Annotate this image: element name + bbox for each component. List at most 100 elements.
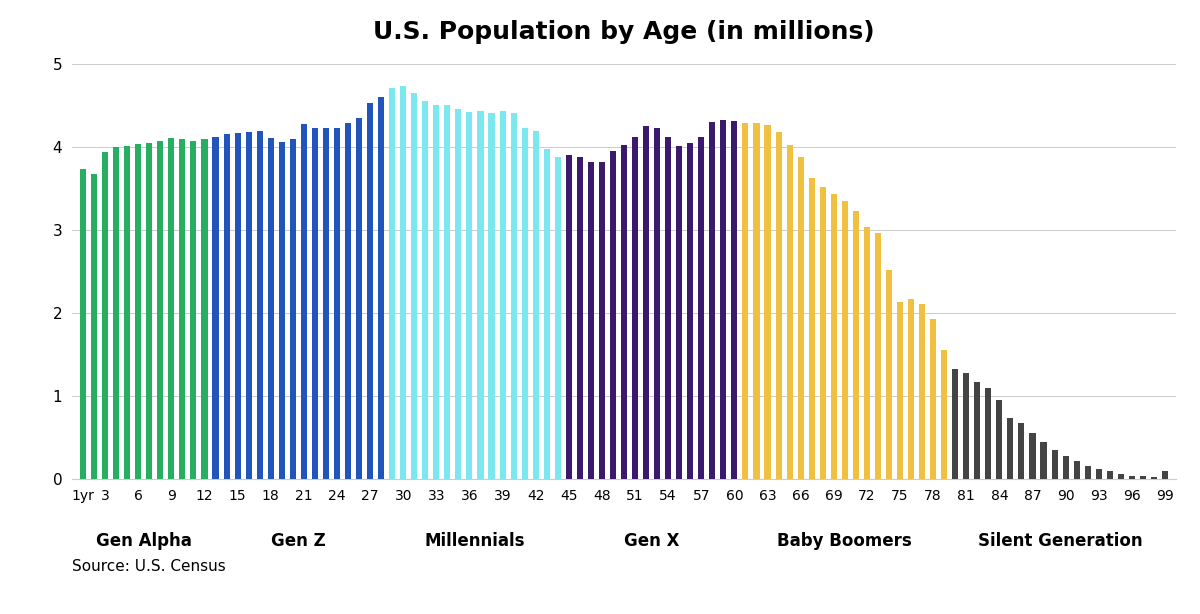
Bar	[544, 149, 550, 479]
Bar	[202, 139, 208, 479]
Text: Millennials: Millennials	[425, 532, 526, 550]
Bar	[665, 138, 671, 479]
Bar	[444, 105, 450, 479]
Bar	[676, 146, 683, 479]
Bar	[312, 128, 318, 479]
Bar	[941, 350, 947, 479]
Bar	[478, 111, 484, 479]
Bar	[522, 128, 528, 479]
Bar	[1129, 476, 1135, 479]
Bar	[632, 137, 638, 479]
Bar	[786, 145, 793, 479]
Bar	[775, 131, 781, 479]
Bar	[488, 112, 494, 479]
Bar	[577, 157, 583, 479]
Bar	[80, 169, 86, 479]
Bar	[467, 112, 473, 479]
Bar	[1085, 465, 1091, 479]
Bar	[433, 105, 439, 479]
Text: Baby Boomers: Baby Boomers	[778, 532, 912, 550]
Bar	[1151, 477, 1157, 479]
Bar	[908, 300, 914, 479]
Bar	[367, 103, 373, 479]
Bar	[289, 139, 296, 479]
Title: U.S. Population by Age (in millions): U.S. Population by Age (in millions)	[373, 20, 875, 44]
Bar	[853, 211, 859, 479]
Bar	[830, 194, 836, 479]
Bar	[301, 124, 307, 479]
Bar	[389, 88, 395, 479]
Bar	[191, 141, 197, 479]
Bar	[930, 319, 936, 479]
Bar	[499, 111, 505, 479]
Bar	[688, 143, 694, 479]
Bar	[455, 109, 462, 479]
Bar	[709, 122, 715, 479]
Bar	[654, 128, 660, 479]
Bar	[974, 382, 980, 479]
Bar	[886, 270, 892, 479]
Bar	[554, 157, 560, 479]
Bar	[136, 144, 142, 479]
Bar	[896, 302, 904, 479]
Bar	[731, 121, 738, 479]
Bar	[754, 123, 760, 479]
Bar	[610, 151, 616, 479]
Bar	[234, 133, 241, 479]
Bar	[952, 369, 959, 479]
Bar	[113, 147, 119, 479]
Text: Source: U.S. Census: Source: U.S. Census	[72, 559, 226, 575]
Bar	[1030, 433, 1036, 479]
Bar	[1019, 423, 1025, 479]
Text: Gen Z: Gen Z	[271, 532, 325, 550]
Bar	[743, 123, 749, 479]
Bar	[599, 161, 605, 479]
Bar	[643, 126, 649, 479]
Bar	[268, 138, 274, 479]
Bar	[179, 139, 186, 479]
Text: Silent Generation: Silent Generation	[978, 532, 1142, 550]
Bar	[356, 117, 362, 479]
Bar	[91, 174, 97, 479]
Bar	[919, 305, 925, 479]
Bar	[146, 143, 152, 479]
Bar	[378, 97, 384, 479]
Bar	[1040, 442, 1046, 479]
Bar	[1096, 469, 1102, 479]
Bar	[1051, 450, 1057, 479]
Bar	[1140, 476, 1146, 479]
Bar	[246, 131, 252, 479]
Bar	[157, 141, 163, 479]
Bar	[344, 123, 352, 479]
Bar	[102, 152, 108, 479]
Bar	[168, 138, 174, 479]
Bar	[334, 128, 340, 479]
Bar	[533, 131, 539, 479]
Bar	[964, 373, 970, 479]
Bar	[565, 155, 572, 479]
Bar	[1007, 418, 1014, 479]
Bar	[510, 112, 517, 479]
Bar	[212, 137, 218, 479]
Text: Gen X: Gen X	[624, 532, 679, 550]
Bar	[1117, 474, 1124, 479]
Bar	[864, 227, 870, 479]
Bar	[223, 134, 229, 479]
Bar	[400, 86, 407, 479]
Bar	[412, 93, 418, 479]
Text: Gen Alpha: Gen Alpha	[96, 532, 192, 550]
Bar	[620, 145, 628, 479]
Bar	[1106, 472, 1112, 479]
Bar	[323, 128, 329, 479]
Bar	[1074, 462, 1080, 479]
Bar	[278, 142, 284, 479]
Bar	[1062, 456, 1069, 479]
Bar	[875, 233, 881, 479]
Bar	[841, 201, 848, 479]
Bar	[1162, 470, 1168, 479]
Bar	[698, 138, 704, 479]
Bar	[985, 387, 991, 479]
Bar	[257, 131, 263, 479]
Bar	[996, 400, 1002, 479]
Bar	[588, 161, 594, 479]
